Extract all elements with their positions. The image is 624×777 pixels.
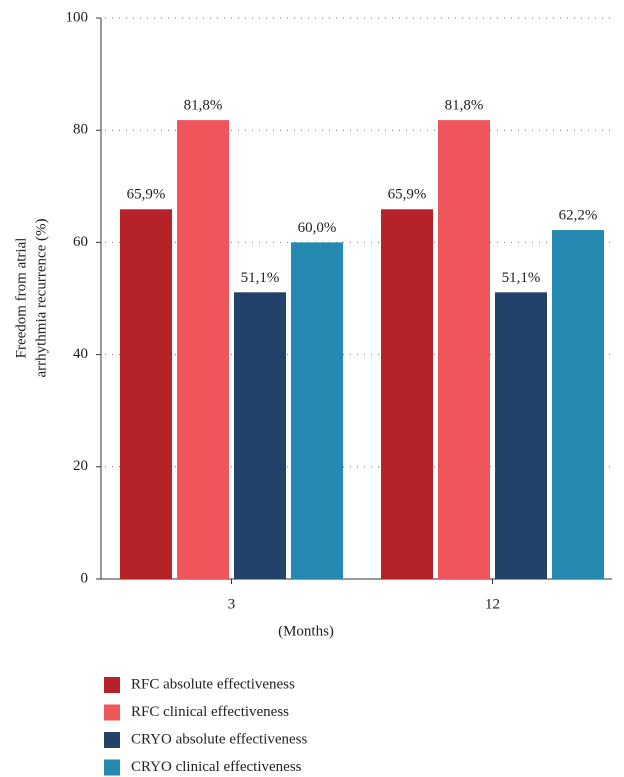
bar (291, 242, 343, 579)
legend-label: RFC clinical effectiveness (131, 704, 289, 720)
legend-label: CRYO clinical effectiveness (131, 759, 302, 775)
y-axis-label: arrhythmia recurrence (%) (33, 218, 49, 377)
bar (120, 209, 172, 579)
legend-label: CRYO absolute effectiveness (131, 731, 308, 747)
value-label: 60,0% (298, 220, 337, 236)
x-axis-label: (Months) (278, 623, 334, 639)
legend-swatch (104, 677, 120, 693)
y-tick-label: 20 (73, 458, 88, 474)
y-tick-label: 80 (73, 122, 88, 138)
bar (552, 230, 604, 580)
bar (495, 292, 547, 579)
legend-swatch (104, 704, 120, 721)
value-label: 51,1% (502, 270, 541, 286)
value-label: 81,8% (184, 98, 223, 114)
value-label: 65,9% (388, 187, 427, 203)
x-tick-label: 12 (485, 596, 500, 612)
y-tick-label: 0 (81, 570, 89, 586)
value-label: 65,9% (127, 187, 166, 203)
y-axis-label: Freedom from atrial (13, 238, 29, 359)
bar (438, 120, 490, 580)
bar (381, 209, 433, 579)
y-tick-label: 100 (66, 9, 89, 25)
bar (234, 292, 286, 579)
y-tick-label: 40 (73, 346, 88, 362)
x-tick-label: 3 (228, 596, 236, 612)
y-tick-label: 60 (73, 234, 88, 250)
value-label: 81,8% (445, 98, 484, 114)
legend-swatch (104, 732, 120, 748)
value-label: 51,1% (241, 270, 280, 286)
bar (177, 120, 229, 580)
value-label: 62,2% (559, 207, 598, 223)
legend-swatch (104, 759, 120, 776)
legend-label: RFC absolute effectiveness (131, 676, 295, 692)
